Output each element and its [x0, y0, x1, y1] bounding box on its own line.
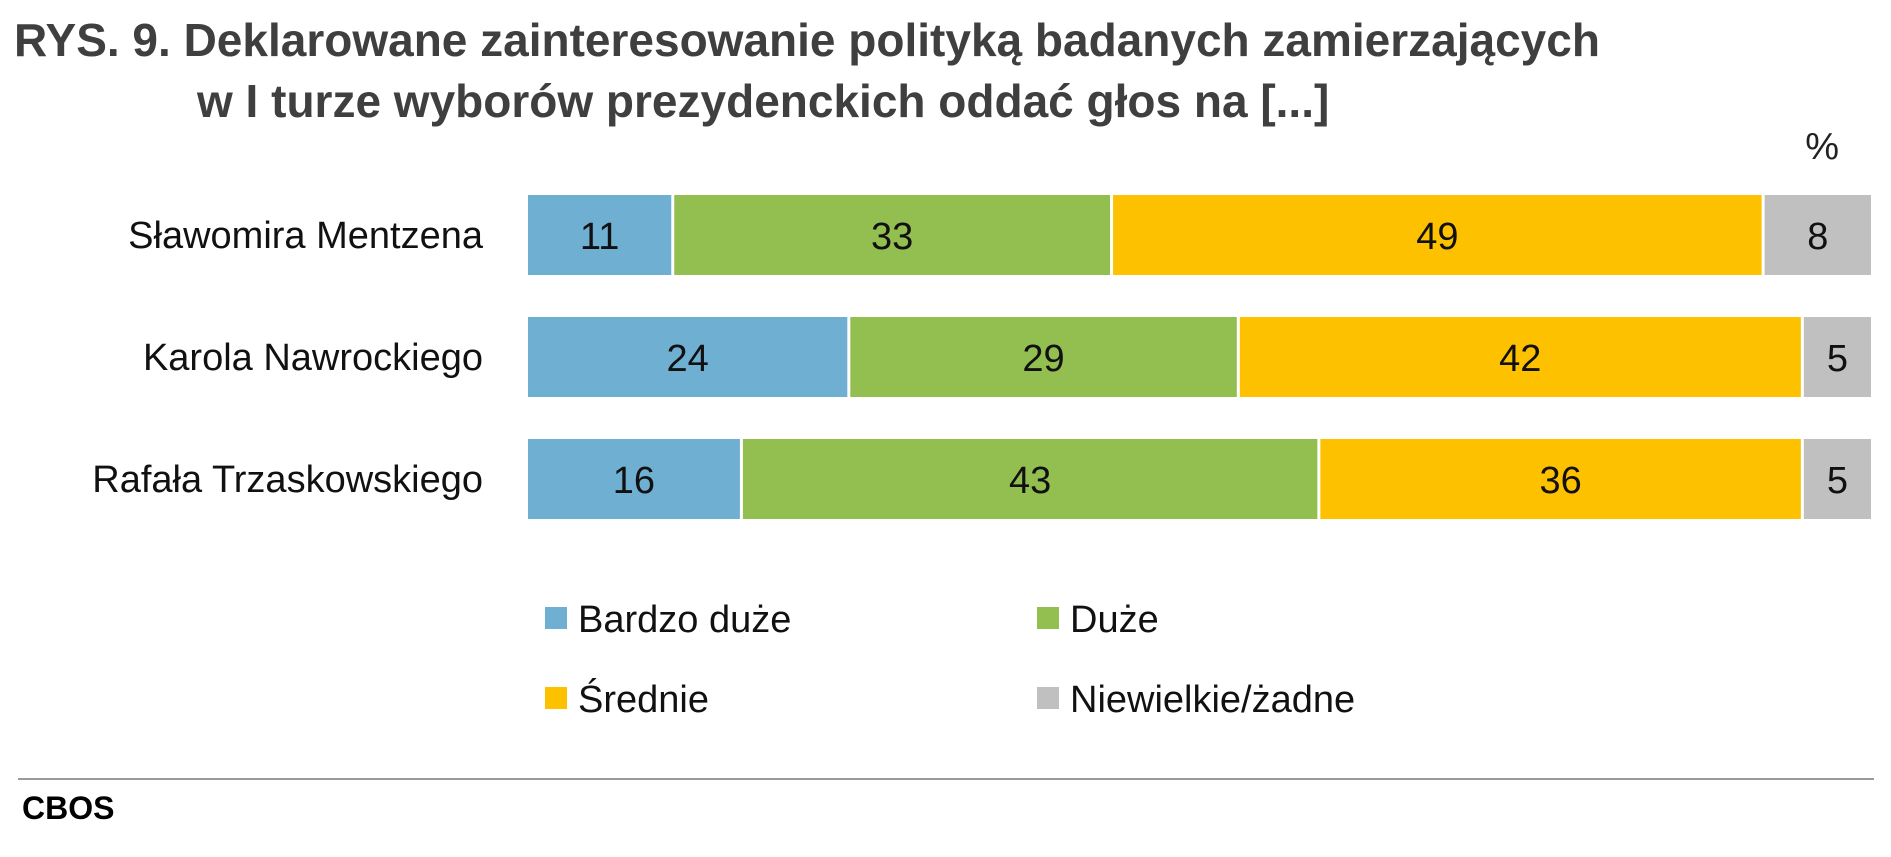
bar-rafala-trzaskowskiego-duze	[742, 439, 1318, 519]
bar-rafala-trzaskowskiego-bardzo-duze	[528, 439, 740, 519]
data-label-karola-nawrockiego-srednie: 42	[1499, 338, 1541, 380]
bar-rafala-trzaskowskiego-srednie	[1320, 439, 1801, 519]
legend-label-duze: Duże	[1070, 599, 1159, 641]
legend-swatch-srednie	[545, 687, 567, 709]
data-label-slawomira-mentzena-bardzo-duze: 11	[580, 216, 619, 258]
bar-karola-nawrockiego-duze	[850, 317, 1237, 397]
legend-label-bardzo-duze: Bardzo duże	[578, 599, 791, 641]
legend-swatch-niewielkie-zadne	[1037, 687, 1059, 709]
data-label-karola-nawrockiego-duze: 29	[1022, 338, 1064, 380]
data-label-rafala-trzaskowskiego-niewielkie-zadne: 5	[1827, 460, 1848, 502]
stacked-bar-chart: Sławomira Mentzena 11 33 49 8 Karola Nawrocki…	[92, 195, 1871, 721]
category-label-karola-nawrockiego: Karola Nawrockiego	[143, 337, 483, 379]
data-label-slawomira-mentzena-niewielkie-zadne: 8	[1807, 216, 1828, 258]
bar-karola-nawrockiego-niewielkie-zadne	[1803, 317, 1871, 397]
legend-label-srednie: Średnie	[578, 676, 709, 721]
bar-karola-nawrockiego-bardzo-duze	[528, 317, 848, 397]
unit-label: %	[1805, 126, 1839, 168]
bar-slawomira-mentzena-srednie	[1113, 195, 1762, 275]
category-label-slawomira-mentzena: Sławomira Mentzena	[128, 215, 484, 257]
data-label-rafala-trzaskowskiego-srednie: 36	[1539, 460, 1581, 502]
bar-slawomira-mentzena-duze	[674, 195, 1111, 275]
legend-swatch-duze	[1037, 607, 1059, 629]
bar-slawomira-mentzena-niewielkie-zadne	[1764, 195, 1871, 275]
chart-title: RYS. 9. Deklarowane zainteresowanie poli…	[14, 10, 1874, 132]
data-label-rafala-trzaskowskiego-duze: 43	[1009, 460, 1051, 502]
data-label-slawomira-mentzena-srednie: 49	[1416, 216, 1458, 258]
chart-title-line2: w I turze wyborów prezydenckich oddać gł…	[197, 75, 1330, 127]
bar-slawomira-mentzena-bardzo-duze	[528, 195, 672, 275]
data-label-rafala-trzaskowskiego-bardzo-duze: 16	[613, 460, 655, 502]
category-label-rafala-trzaskowskiego: Rafała Trzaskowskiego	[92, 459, 483, 501]
source-label: CBOS	[22, 790, 115, 826]
footer-divider	[18, 778, 1874, 780]
chart-title-line1: RYS. 9. Deklarowane zainteresowanie poli…	[14, 14, 1600, 66]
bar-rafala-trzaskowskiego-niewielkie-zadne	[1803, 439, 1871, 519]
data-label-karola-nawrockiego-niewielkie-zadne: 5	[1827, 338, 1848, 380]
bar-karola-nawrockiego-srednie	[1239, 317, 1801, 397]
legend-swatch-bardzo-duze	[545, 607, 567, 629]
legend-label-niewielkie-zadne: Niewielkie/żadne	[1070, 679, 1355, 721]
data-label-karola-nawrockiego-bardzo-duze: 24	[667, 338, 709, 380]
data-label-slawomira-mentzena-duze: 33	[871, 216, 913, 258]
